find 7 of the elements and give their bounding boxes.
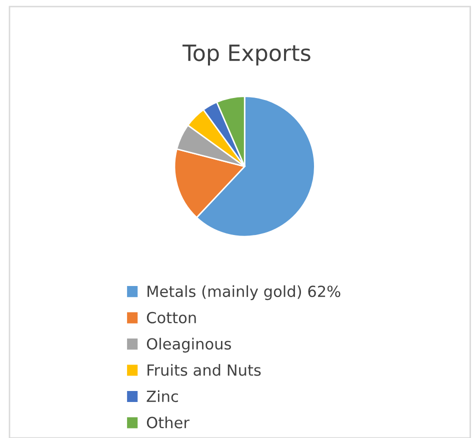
legend-label: Zinc [146, 390, 178, 402]
legend-label: Cotton [146, 312, 196, 324]
legend-label: Other [146, 416, 190, 428]
chart-title: Top Exports [182, 44, 310, 66]
legend-label: Metals (mainly gold) 62% [148, 285, 340, 300]
legend-label: Fruits and Nuts [148, 364, 261, 376]
legend-label: Oleaginous [146, 338, 231, 353]
